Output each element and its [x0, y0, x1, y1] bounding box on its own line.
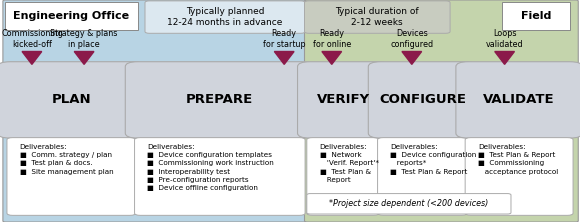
Text: Deliverables:
■  Device configuration templates
■  Commissioning work instructio: Deliverables: ■ Device configuration tem…: [147, 144, 274, 191]
Text: VALIDATE: VALIDATE: [483, 93, 555, 106]
Text: *Project size dependent (<200 devices): *Project size dependent (<200 devices): [329, 199, 488, 208]
FancyBboxPatch shape: [135, 138, 305, 215]
Text: Commissioning
kicked-off: Commissioning kicked-off: [1, 29, 63, 49]
FancyBboxPatch shape: [304, 1, 450, 33]
Text: VERIFY: VERIFY: [317, 93, 369, 106]
FancyBboxPatch shape: [456, 62, 580, 138]
Text: Devices
configured: Devices configured: [390, 29, 433, 49]
FancyBboxPatch shape: [125, 62, 314, 138]
Text: PREPARE: PREPARE: [186, 93, 253, 106]
FancyBboxPatch shape: [3, 0, 309, 222]
Text: Strategy & plans
in place: Strategy & plans in place: [50, 29, 118, 49]
FancyBboxPatch shape: [307, 194, 511, 214]
Text: Field: Field: [521, 11, 551, 21]
FancyBboxPatch shape: [502, 2, 570, 30]
Polygon shape: [322, 52, 342, 64]
FancyBboxPatch shape: [5, 2, 138, 30]
Text: Ready
for online: Ready for online: [313, 29, 351, 49]
FancyBboxPatch shape: [7, 138, 136, 215]
Text: Deliverables:
■  Comm. strategy / plan
■  Test plan & docs.
■  Site management p: Deliverables: ■ Comm. strategy / plan ■ …: [20, 144, 113, 175]
FancyBboxPatch shape: [378, 138, 467, 215]
Text: Deliverables:
■  Test Plan & Report
■  Commissioning
   acceptance protocol: Deliverables: ■ Test Plan & Report ■ Com…: [478, 144, 558, 175]
Polygon shape: [74, 52, 94, 64]
Text: Typical duration of
2-12 weeks: Typical duration of 2-12 weeks: [335, 7, 419, 27]
FancyBboxPatch shape: [0, 62, 145, 138]
FancyBboxPatch shape: [298, 62, 389, 138]
FancyBboxPatch shape: [145, 1, 305, 33]
Polygon shape: [22, 52, 42, 64]
Text: Deliverables:
■  Network
   'Verif. Report'*
■  Test Plan &
   Report: Deliverables: ■ Network 'Verif. Report'*…: [320, 144, 379, 183]
Text: Ready
for startup: Ready for startup: [263, 29, 306, 49]
Polygon shape: [495, 52, 514, 64]
FancyBboxPatch shape: [304, 0, 578, 222]
Text: Typically planned
12-24 months in advance: Typically planned 12-24 months in advanc…: [168, 7, 282, 27]
Text: Loops
validated: Loops validated: [486, 29, 523, 49]
Text: PLAN: PLAN: [52, 93, 91, 106]
Text: CONFIGURE: CONFIGURE: [379, 93, 466, 106]
Text: Engineering Office: Engineering Office: [13, 11, 129, 21]
Polygon shape: [274, 52, 294, 64]
FancyBboxPatch shape: [465, 138, 573, 215]
Polygon shape: [402, 52, 422, 64]
FancyBboxPatch shape: [368, 62, 477, 138]
FancyBboxPatch shape: [307, 138, 379, 215]
Text: Deliverables:
■  Device configuration
   reports*
■  Test Plan & Report: Deliverables: ■ Device configuration rep…: [390, 144, 477, 175]
